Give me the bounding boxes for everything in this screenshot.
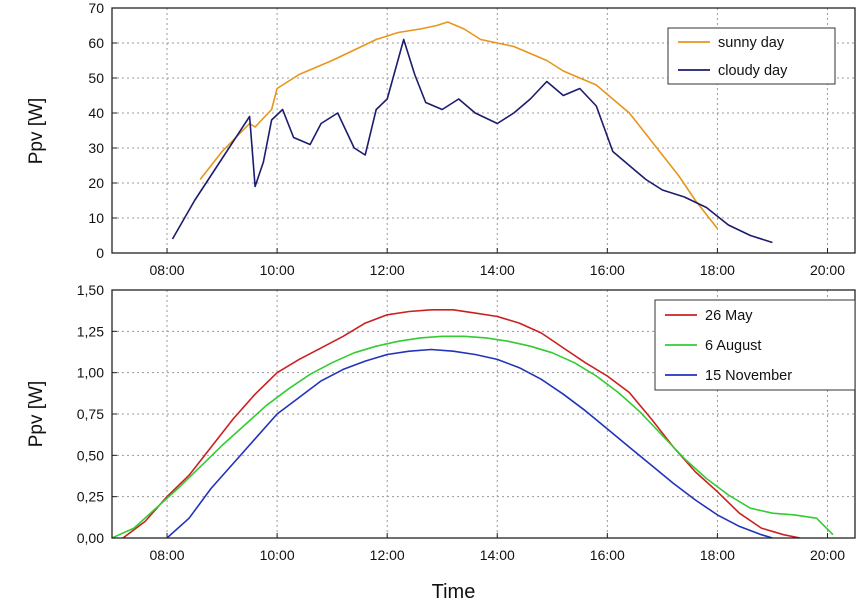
y-tick-label: 60 <box>88 35 104 51</box>
chart-panel-1 <box>111 7 856 254</box>
y-tick-label: 50 <box>88 70 104 86</box>
x-tick-label: 10:00 <box>260 262 295 278</box>
x-tick-label: 10:00 <box>260 547 295 563</box>
y-tick-label: 0 <box>96 245 104 261</box>
x-tick-label: 14:00 <box>480 262 515 278</box>
y-tick-label: 0,50 <box>77 447 104 463</box>
series-line-sunny-day <box>199 21 719 229</box>
y-tick-label: 70 <box>88 0 104 16</box>
y-tick-label: 1,00 <box>77 365 104 381</box>
series-line-26-may <box>122 308 801 538</box>
series-line-cloudy-day <box>171 38 773 244</box>
legend-label: 15 November <box>705 368 792 384</box>
y-tick-label: 1,25 <box>77 323 104 339</box>
y-tick-label: 40 <box>88 105 104 121</box>
y-tick-label: 0,00 <box>77 530 104 546</box>
y-tick-label: 0,75 <box>77 406 104 422</box>
legend-label: 6 August <box>705 338 761 354</box>
plot-frame <box>111 7 856 254</box>
x-tick-label: 18:00 <box>700 547 735 563</box>
x-tick-label: 08:00 <box>150 547 185 563</box>
x-tick-label: 18:00 <box>700 262 735 278</box>
y-tick-label: 20 <box>88 175 104 191</box>
x-tick-label: 20:00 <box>810 262 845 278</box>
legend-label: cloudy day <box>718 63 788 79</box>
x-tick-label: 12:00 <box>370 262 405 278</box>
legend-label: sunny day <box>718 35 785 51</box>
y-tick-label: 0,25 <box>77 489 104 505</box>
x-tick-label: 12:00 <box>370 547 405 563</box>
y-tick-label: 1,50 <box>77 282 104 298</box>
y-tick-label: 30 <box>88 140 104 156</box>
x-tick-label: 16:00 <box>590 262 625 278</box>
legend-label: 26 May <box>705 308 753 324</box>
x-tick-label: 20:00 <box>810 547 845 563</box>
y-axis-label: Ppv [W] <box>26 98 47 165</box>
y-tick-label: 10 <box>88 210 104 226</box>
chart-panel-2 <box>111 289 856 539</box>
x-tick-label: 14:00 <box>480 547 515 563</box>
legend-box <box>667 27 836 85</box>
plot-frame <box>111 289 856 539</box>
x-tick-label: 08:00 <box>150 262 185 278</box>
y-axis-label: Ppv [W] <box>26 381 47 448</box>
series-line-15-november <box>166 348 773 538</box>
x-axis-label: Time <box>432 581 476 603</box>
series-line-6-august <box>112 335 834 538</box>
x-tick-label: 16:00 <box>590 547 625 563</box>
